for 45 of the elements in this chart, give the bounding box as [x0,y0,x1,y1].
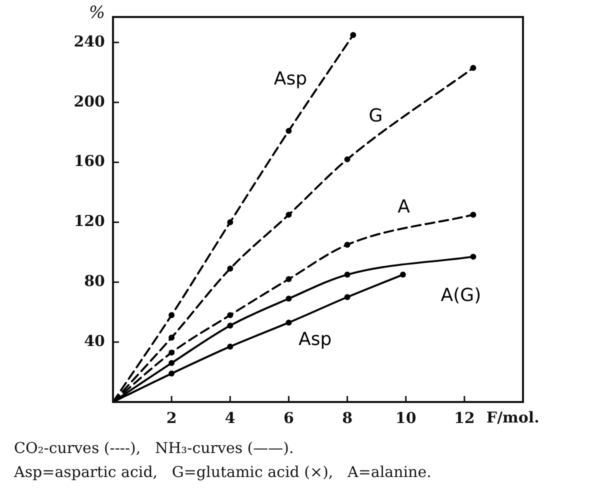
point [470,254,476,260]
point [227,344,234,350]
point [286,276,292,282]
point [227,266,234,272]
x-tick-label: 6 [283,408,294,427]
point [286,212,292,218]
x-axis-title: F/mol. [486,408,540,426]
point [227,219,234,226]
point [168,334,175,341]
point [168,370,175,377]
point [168,360,175,366]
point [286,296,292,302]
y-tick-label: 200 [74,92,105,110]
y-tick-label: 120 [74,212,105,230]
point [350,32,356,38]
point [227,322,234,329]
series-label: A(G) [440,284,482,306]
series-label: G [368,105,383,126]
text: CO₂-curves (----), NH₃-curves (——). [14,438,295,459]
series-label: Asp [274,68,308,90]
point [344,272,350,278]
x-tick-label: 8 [342,408,353,427]
y-tick-label: 40 [84,332,105,350]
point [286,320,292,326]
point [470,212,476,218]
point [227,312,234,318]
point [168,350,175,356]
point [344,242,350,248]
x-tick-label: 10 [395,408,416,427]
series-label: A [398,196,411,218]
series-label: Asp [298,328,332,350]
point [344,294,350,300]
x-tick-label: 4 [224,408,236,427]
text: Asp=aspartic acid, G=glutamic acid (×), A=alanine. [14,462,432,483]
point [168,312,175,318]
point [470,64,476,71]
y-axis-title: % [88,2,105,23]
y-tick-label: 80 [84,272,105,290]
y-tick-label: 240 [74,32,105,50]
x-tick-label: 12 [454,408,475,427]
point [344,156,350,162]
x-tick-label: 2 [166,408,177,427]
point [286,128,292,134]
point [400,272,406,278]
y-tick-label: 160 [74,152,105,170]
